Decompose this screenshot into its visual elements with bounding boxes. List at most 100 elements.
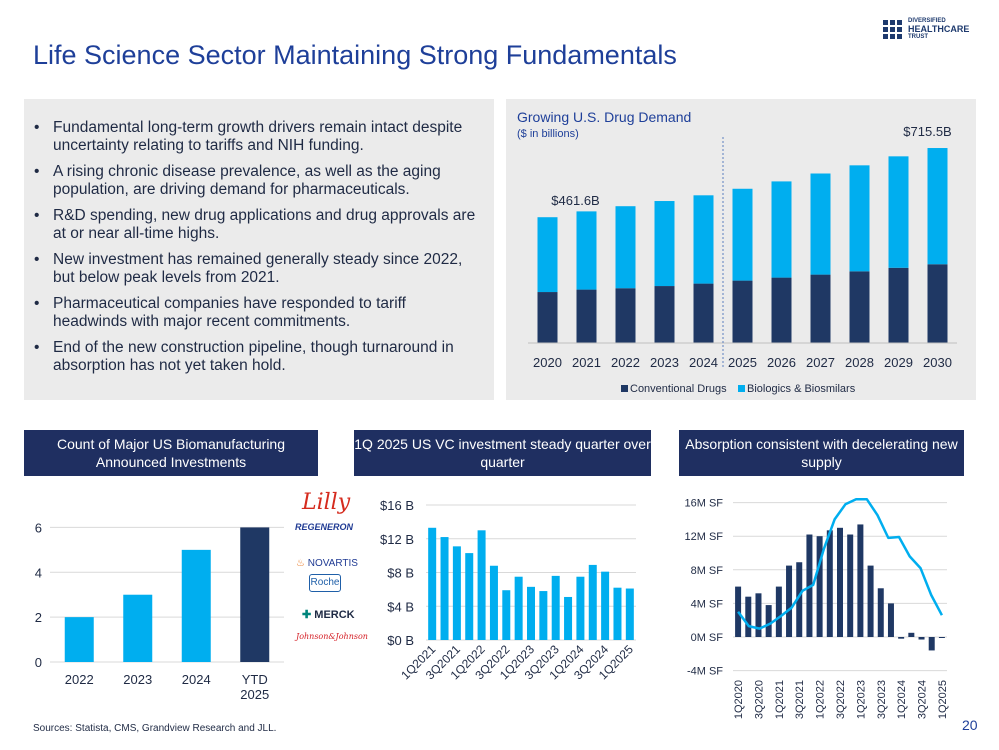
- bar-absorption: [796, 562, 803, 637]
- x-tick-label: 2023: [123, 672, 152, 687]
- page-number: 20: [962, 717, 978, 733]
- bar: [564, 596, 573, 640]
- bar: [64, 617, 94, 662]
- vc-investment-chart: $0 B$4 B$8 B$12 B$16 B1Q20213Q20211Q2022…: [380, 498, 636, 682]
- bar-absorption: [775, 586, 782, 637]
- x-tick-label: 2024: [689, 355, 718, 370]
- bar-conventional: [537, 292, 558, 343]
- bar: [489, 565, 498, 640]
- bar-biologics: [654, 201, 675, 287]
- bar: [527, 586, 535, 640]
- legend-swatch-conventional: [621, 385, 628, 392]
- y-tick-label: 2: [35, 610, 42, 625]
- x-tick-label: 2022: [611, 355, 640, 370]
- chart-title: Growing U.S. Drug Demand: [517, 109, 691, 125]
- bar-absorption: [938, 637, 945, 638]
- drug-demand-panel: Growing U.S. Drug Demand ($ in billions) 2…: [506, 99, 976, 400]
- x-tick-label: 2025: [728, 355, 757, 370]
- x-tick-label: 1Q2024: [896, 680, 908, 719]
- brand-regeneron: REGENERON: [295, 522, 354, 532]
- data-label: $461.6B: [551, 193, 599, 208]
- bar: [625, 588, 634, 640]
- y-tick-label: 4M SF: [691, 598, 724, 610]
- x-tick-label: 1Q2021: [774, 680, 786, 719]
- brand-logos: Lilly REGENERON ♨ NOVARTIS Roche ✚ MERCK…: [290, 490, 368, 650]
- bar-absorption: [735, 586, 742, 637]
- x-tick-label: 2020: [533, 355, 562, 370]
- bar-absorption: [867, 565, 874, 637]
- bar: [477, 530, 486, 640]
- y-tick-label: 12M SF: [684, 531, 723, 543]
- x-tick-label: 1Q2025: [937, 680, 949, 719]
- logo-line-1: DIVERSIFIED: [908, 18, 946, 24]
- y-tick-label: 0M SF: [691, 632, 724, 644]
- bar: [551, 575, 560, 640]
- bar: [440, 537, 449, 640]
- bullet-list: Fundamental long-term growth drivers rem…: [34, 119, 484, 383]
- bar: [613, 587, 622, 640]
- y-tick-label: $0 B: [387, 633, 414, 648]
- brand-roche: Roche: [309, 574, 341, 592]
- drug-demand-chart: Growing U.S. Drug Demand ($ in billions) 2…: [517, 109, 957, 395]
- logo-line-3: TRUST: [908, 34, 928, 40]
- bar: [502, 590, 511, 640]
- bar-absorption: [745, 596, 752, 637]
- bar-absorption: [887, 603, 894, 637]
- x-tick-label: 1Q2023: [855, 680, 867, 719]
- bar-biologics: [849, 165, 870, 272]
- bar: [601, 571, 610, 640]
- y-tick-label: 6: [35, 520, 42, 535]
- biomanufacturing-chart: 0 2 4 6 2022 2023 2024 YTD 2025: [35, 520, 284, 702]
- legend-label-biologics: Biologics & Biosmilars: [747, 383, 856, 395]
- bar: [588, 564, 597, 640]
- bar-absorption: [898, 637, 905, 639]
- x-tick-label: 2023: [650, 355, 679, 370]
- bar-absorption: [755, 593, 762, 637]
- bar: [452, 546, 461, 640]
- bar-biologics: [537, 217, 558, 293]
- brand-novartis: ♨ NOVARTIS: [296, 558, 358, 569]
- brand-novartis-label: NOVARTIS: [307, 558, 358, 569]
- bar-conventional: [576, 289, 597, 343]
- bar-biologics: [810, 173, 831, 275]
- bar: [240, 527, 270, 662]
- legend-swatch-biologics: [738, 385, 745, 392]
- fundamentals-panel: Fundamental long-term growth drivers rem…: [24, 99, 494, 400]
- header-biomanufacturing: Count of Major US Biomanufacturing Annou…: [24, 430, 318, 476]
- header-vc: 1Q 2025 US VC investment steady quarter …: [354, 430, 651, 476]
- x-tick-label: 2022: [65, 672, 94, 687]
- sources-note: Sources: Statista, CMS, Grandview Resear…: [33, 723, 277, 734]
- bar-absorption: [826, 530, 833, 637]
- bar-absorption: [816, 536, 823, 637]
- line-under-construction: [737, 497, 944, 630]
- bar-conventional: [732, 280, 753, 343]
- bar-conventional: [654, 286, 675, 343]
- bar-biologics: [771, 181, 792, 278]
- logo-line-2: HEALTHCARE: [908, 24, 970, 34]
- brand-merck-label: MERCK: [314, 609, 355, 621]
- y-tick-label: -4M SF: [687, 666, 723, 678]
- bar-biologics: [927, 148, 948, 265]
- brand-jnj: Johnson&Johnson: [296, 632, 368, 641]
- x-tick-label: 2027: [806, 355, 835, 370]
- brand-merck: ✚ MERCK: [302, 608, 355, 621]
- x-tick-label: 2024: [182, 672, 211, 687]
- bar-absorption: [837, 527, 843, 637]
- header-absorption: Absorption consistent with decelerating …: [679, 430, 964, 476]
- merck-mark-icon: ✚: [302, 609, 312, 621]
- bar-absorption: [857, 524, 864, 637]
- novartis-flame-icon: ♨: [296, 558, 305, 569]
- x-tick-label: 3Q2024: [917, 680, 929, 719]
- bar-conventional: [771, 277, 792, 343]
- bar: [514, 576, 523, 640]
- bullet-item: Pharmaceutical companies have responded …: [34, 295, 484, 331]
- bar-absorption: [918, 637, 925, 640]
- bar-absorption: [786, 565, 793, 637]
- y-tick-label: $16 B: [380, 498, 414, 513]
- bar-biologics: [576, 211, 597, 290]
- bar: [465, 553, 474, 640]
- bar-absorption: [765, 605, 772, 637]
- page-title: Life Science Sector Maintaining Strong F…: [33, 40, 677, 70]
- y-tick-label: 4: [35, 565, 42, 580]
- legend-label-conventional: Conventional Drugs: [630, 383, 727, 395]
